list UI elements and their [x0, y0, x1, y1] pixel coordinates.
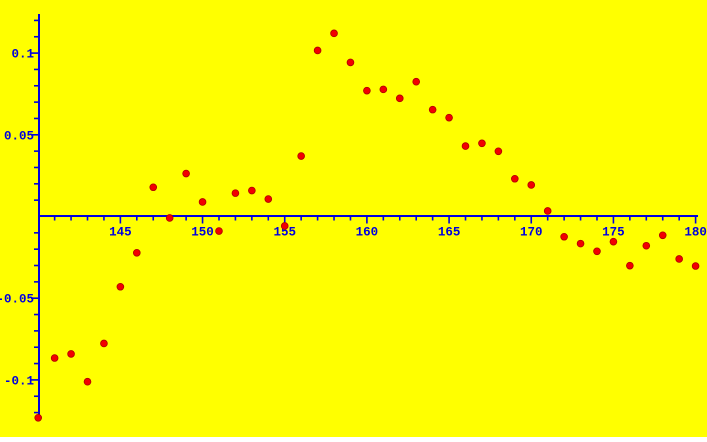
x-tick-label: 180 — [684, 226, 707, 240]
data-point — [231, 189, 240, 197]
data-point — [691, 262, 700, 270]
data-point — [363, 86, 371, 95]
data-point — [675, 255, 683, 263]
data-point — [313, 46, 322, 55]
data-point — [511, 174, 519, 183]
data-point — [609, 237, 618, 246]
data-point — [412, 77, 421, 86]
x-tick-label: 150 — [191, 226, 214, 240]
data-point — [67, 350, 75, 358]
data-point — [50, 354, 59, 362]
x-tick-label: 175 — [602, 226, 625, 240]
data-point — [280, 222, 289, 230]
data-point — [297, 152, 305, 160]
data-point — [165, 214, 174, 222]
data-point — [182, 169, 190, 178]
data-point — [198, 198, 207, 206]
data-point — [346, 58, 355, 67]
data-point — [34, 414, 42, 422]
data-point — [133, 248, 141, 257]
data-point — [560, 232, 568, 241]
data-point — [543, 207, 552, 215]
y-tick-label: -0.05 — [0, 293, 34, 307]
y-tick-label: -0.1 — [4, 374, 34, 388]
data-point — [215, 227, 223, 235]
data-point — [379, 85, 388, 94]
data-point — [593, 247, 601, 256]
data-point — [428, 105, 437, 114]
x-tick-label: 165 — [438, 226, 461, 240]
data-point — [330, 29, 338, 38]
data-point — [658, 231, 667, 240]
data-point — [248, 186, 256, 195]
data-point — [642, 241, 651, 250]
x-tick-label: 145 — [109, 226, 132, 240]
y-tick-label: 0.1 — [11, 48, 34, 62]
x-tick-label: 170 — [520, 226, 543, 240]
x-tick-label: 160 — [356, 226, 379, 240]
data-point — [626, 261, 634, 270]
data-point — [149, 183, 158, 192]
data-point — [264, 195, 273, 203]
data-point — [100, 339, 108, 348]
data-point — [445, 113, 453, 122]
data-point — [576, 239, 585, 248]
data-point — [478, 139, 486, 148]
data-point — [494, 147, 503, 156]
data-point — [461, 142, 470, 150]
x-tick-label: 155 — [273, 226, 296, 240]
data-point — [116, 282, 125, 291]
data-point — [83, 377, 92, 386]
y-tick-label: 0.05 — [4, 129, 34, 143]
data-point — [395, 94, 404, 103]
data-point — [527, 181, 536, 189]
